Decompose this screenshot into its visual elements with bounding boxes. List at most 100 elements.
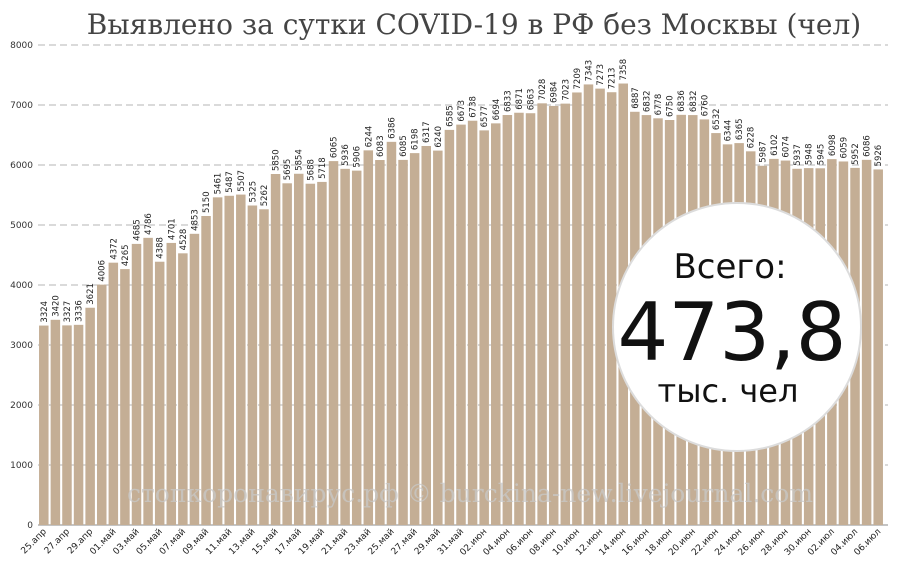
bar [583, 84, 594, 526]
y-tick-label: 4000 [10, 281, 33, 291]
bar [467, 120, 478, 525]
x-axis: 25.апр27.апр29.апр01.май03.май05.май07.м… [20, 527, 884, 558]
data-label: 6887 [631, 87, 641, 109]
data-label: 6240 [434, 126, 444, 148]
data-label: 5906 [353, 146, 363, 168]
data-label: 4701 [167, 218, 177, 240]
data-label: 6778 [654, 94, 664, 116]
data-label: 6228 [747, 127, 757, 149]
bar [131, 243, 142, 525]
data-label: 7023 [561, 79, 571, 101]
data-label: 5987 [758, 141, 768, 163]
bar [560, 103, 571, 526]
data-label: 4372 [109, 238, 119, 260]
total-heading: Всего: [673, 247, 786, 287]
data-label: 7343 [584, 60, 594, 82]
bar [363, 150, 374, 526]
data-label: 5952 [851, 143, 861, 165]
bar [537, 103, 547, 525]
bar [247, 205, 258, 525]
data-label: 6760 [700, 95, 710, 117]
data-label: 5150 [202, 191, 212, 213]
bar [491, 123, 501, 526]
data-label: 6871 [515, 88, 525, 110]
data-label: 6085 [399, 135, 409, 157]
data-label: 6833 [503, 90, 513, 112]
bar [572, 92, 582, 526]
data-label: 3621 [86, 283, 96, 305]
data-label: 5945 [816, 144, 826, 166]
bar [861, 159, 872, 525]
y-tick-label: 2000 [10, 401, 33, 411]
bar [548, 105, 559, 526]
data-label: 6344 [724, 120, 734, 142]
bar [305, 183, 316, 525]
data-label: 7028 [538, 79, 548, 101]
bar [143, 237, 153, 525]
bar [178, 253, 188, 525]
bar [85, 307, 95, 525]
bar [340, 168, 350, 525]
total-value: 473,8 [617, 286, 846, 379]
bar [270, 174, 281, 525]
bar [294, 173, 304, 525]
data-label: 6585 [445, 105, 455, 127]
data-label: 6065 [330, 136, 340, 158]
data-label: 5926 [874, 145, 884, 167]
bar [328, 161, 339, 525]
data-label: 6750 [666, 95, 676, 117]
bar [606, 92, 617, 525]
data-label: 5688 [306, 159, 316, 181]
data-label: 6244 [364, 126, 374, 148]
data-label: 5325 [248, 181, 258, 203]
bar [502, 115, 513, 526]
y-tick-label: 8000 [10, 41, 33, 51]
data-label: 6863 [527, 89, 537, 111]
data-label: 3420 [51, 295, 61, 317]
data-label: 6577 [480, 106, 490, 128]
data-label: 6832 [642, 90, 652, 112]
bar [444, 129, 455, 525]
data-label: 6198 [411, 128, 421, 150]
bar [73, 324, 84, 525]
data-label: 5262 [260, 185, 270, 207]
bar [224, 195, 234, 525]
bar [525, 113, 536, 525]
bar [108, 262, 119, 525]
data-label: 6832 [689, 90, 699, 112]
y-tick-label: 0 [27, 521, 33, 531]
data-label: 6694 [492, 99, 502, 121]
bar [259, 209, 269, 525]
bar [96, 284, 107, 525]
y-tick-label: 3000 [10, 341, 33, 351]
y-tick-label: 7000 [10, 101, 33, 111]
data-label: 6317 [422, 121, 432, 143]
data-label: 6532 [712, 108, 722, 130]
y-axis: 0 1000 2000 3000 4000 5000 6000 7000 8000 [10, 41, 33, 531]
bar [120, 269, 130, 525]
data-label: 4786 [144, 213, 154, 235]
bar [479, 130, 489, 525]
bar [514, 112, 524, 526]
watermark: стопкоронавирус.рф © burckina-new.livejo… [127, 479, 813, 508]
bar [409, 153, 420, 525]
bar [62, 325, 72, 525]
bar [212, 197, 223, 525]
data-label: 7273 [596, 64, 606, 86]
bar [154, 261, 165, 525]
data-label: 5718 [318, 157, 328, 179]
bar [282, 183, 292, 526]
data-label: 6074 [781, 136, 791, 158]
data-label: 7358 [619, 59, 629, 81]
bar [595, 88, 605, 526]
data-label: 6738 [469, 96, 479, 118]
data-label: 6083 [376, 135, 386, 157]
data-label: 5850 [272, 149, 282, 171]
data-label: 4388 [156, 237, 166, 259]
data-label: 5695 [283, 159, 293, 181]
total-circle [612, 202, 862, 452]
data-label: 4006 [98, 260, 108, 282]
y-tick-label: 5000 [10, 221, 33, 231]
